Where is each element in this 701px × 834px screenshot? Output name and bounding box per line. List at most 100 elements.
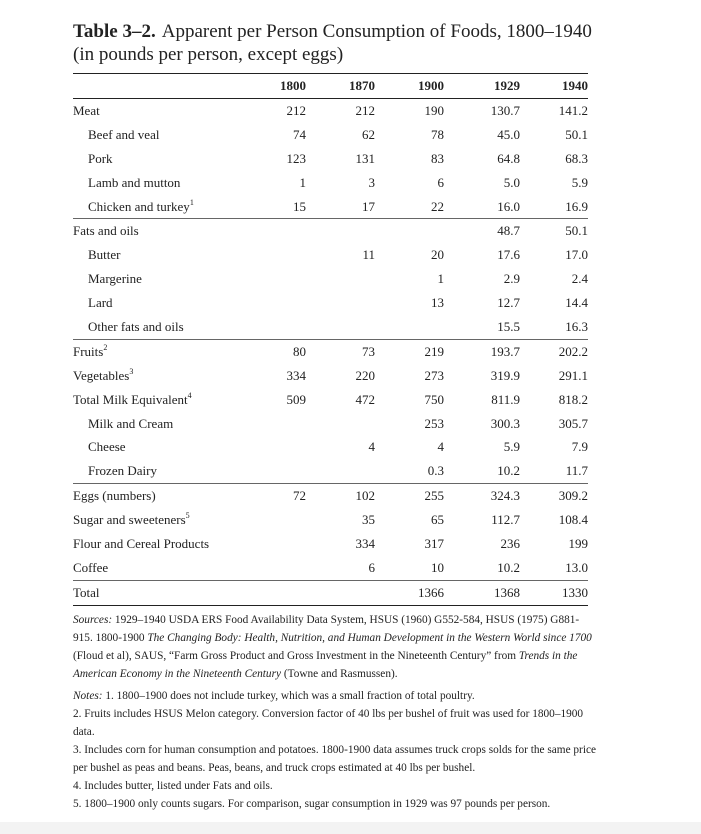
- text-run: The Changing Body: Health, Nutrition, an…: [147, 632, 592, 644]
- cell: 300.3: [490, 415, 520, 431]
- cell: 319.9: [490, 367, 520, 383]
- sub-row: Lard 13 12.7 14.4: [73, 291, 588, 315]
- cell: 35: [362, 512, 375, 528]
- cell: 199: [568, 535, 589, 551]
- cell: 78: [431, 126, 444, 142]
- cell: 4: [368, 439, 376, 455]
- row: Fruits2 80 73 219 193.7 202.2: [73, 339, 588, 363]
- cell: 273: [424, 367, 445, 383]
- sub-row: Beef and veal 74 62 78 45.0 50.1: [73, 123, 588, 147]
- cell: [306, 412, 375, 436]
- row-label-text: Other fats and oils: [88, 318, 184, 334]
- cell: 255: [424, 488, 445, 504]
- cell: 13: [431, 295, 444, 311]
- cell: 7.9: [571, 439, 588, 455]
- cell: [375, 315, 444, 339]
- row-label: Coffee: [73, 556, 246, 580]
- cell: 17: [362, 198, 375, 214]
- cell: 1: [437, 271, 445, 287]
- cell: 68.3: [565, 150, 588, 166]
- cell: 131: [355, 150, 376, 166]
- text-run: 4. Includes butter, listed under Fats an…: [73, 780, 273, 792]
- cell: 0.3: [427, 463, 444, 479]
- row-label: Lard: [73, 291, 246, 315]
- cell: 190: [424, 102, 445, 118]
- table-label: Table 3–2.: [73, 21, 156, 42]
- row: Flour and Cereal Products 334 317 236 199: [73, 532, 588, 556]
- row-label: Flour and Cereal Products: [73, 532, 246, 556]
- cell: 48.7: [497, 223, 520, 239]
- row: Total Milk Equivalent4 509 472 750 811.9 818.…: [73, 388, 588, 412]
- sub-row: Cheese 4 4 5.9 7.9: [73, 435, 588, 459]
- cell: 220: [355, 367, 376, 383]
- cell: 74: [293, 126, 306, 142]
- row: Meat 212 212 190 130.7 141.2: [73, 99, 588, 123]
- column-header: 1940: [562, 78, 588, 93]
- text-run: 5. 1800–1900 only counts sugars. For com…: [73, 798, 551, 810]
- cell: 130.7: [490, 102, 520, 118]
- cell: 202.2: [558, 343, 588, 359]
- cell: [306, 291, 375, 315]
- cell: 123: [286, 150, 307, 166]
- cell: 2.9: [503, 271, 520, 287]
- cell: [246, 580, 306, 605]
- row-label: Fats and oils: [73, 219, 246, 243]
- cell: 1: [299, 174, 307, 190]
- text-run: Notes:: [73, 690, 103, 702]
- section: Total 1366 1368 1330: [73, 580, 588, 606]
- row: Sugar and sweeteners5 35 65 112.7 108.4: [73, 508, 588, 532]
- row-label: Pork: [73, 147, 246, 171]
- cell: 102: [355, 488, 376, 504]
- text-run: Sources:: [73, 614, 113, 626]
- cell: 10.2: [497, 463, 520, 479]
- cell: 291.1: [558, 367, 588, 383]
- row-label-text: Total Milk Equivalent: [73, 391, 188, 407]
- column-header: 1870: [349, 78, 375, 93]
- cell: 212: [355, 102, 376, 118]
- cell: [306, 267, 375, 291]
- cell: 750: [424, 391, 445, 407]
- cell: 6: [368, 559, 376, 575]
- cell: 5.9: [503, 439, 520, 455]
- cell: [246, 219, 306, 243]
- row-label-text: Fruits: [73, 343, 104, 359]
- cell: 324.3: [490, 488, 520, 504]
- row-label: Milk and Cream: [73, 412, 246, 436]
- cell: 309.2: [558, 488, 588, 504]
- cell: 80: [293, 343, 306, 359]
- sub-row: Butter 11 20 17.6 17.0: [73, 243, 588, 267]
- cell: 317: [424, 535, 445, 551]
- cell: [246, 435, 306, 459]
- sub-row: Pork 123 131 83 64.8 68.3: [73, 147, 588, 171]
- note: 2. Fruits includes HSUS Melon category. …: [73, 705, 598, 741]
- row-label: Total: [73, 580, 246, 605]
- cell: 1366: [418, 584, 444, 600]
- row-label-text: Eggs (numbers): [73, 488, 156, 504]
- cell: 1330: [562, 584, 588, 600]
- cell: 83: [431, 150, 444, 166]
- footer: Sources: 1929–1940 USDA ERS Food Availab…: [73, 611, 598, 813]
- cell: [246, 243, 306, 267]
- text-run: 1. 1800–1900 does not include turkey, wh…: [102, 690, 475, 702]
- row-label-text: Frozen Dairy: [88, 463, 157, 479]
- cell: 818.2: [558, 391, 588, 407]
- cell: [246, 412, 306, 436]
- cell: 811.9: [491, 391, 520, 407]
- cell: 50.1: [565, 126, 588, 142]
- cell: 10.2: [497, 559, 520, 575]
- footnote-mark: 5: [185, 511, 190, 521]
- cell: 11.7: [565, 463, 588, 479]
- sub-row: Margerine 1 2.9 2.4: [73, 267, 588, 291]
- cell: 1368: [494, 584, 520, 600]
- cell: [246, 459, 306, 483]
- table-title: Table 3–2. Apparent per Person Consumptio…: [73, 20, 613, 66]
- text-run: 2. Fruits includes HSUS Melon category. …: [73, 708, 584, 738]
- row: Eggs (numbers) 72 102 255 324.3 309.2: [73, 484, 588, 508]
- row-label: Cheese: [73, 435, 246, 459]
- cell: 13.0: [565, 559, 588, 575]
- cell: 141.2: [558, 102, 588, 118]
- note: 3. Includes corn for human consumption a…: [73, 741, 598, 777]
- row-label: Frozen Dairy: [73, 459, 246, 483]
- cell: [306, 580, 375, 605]
